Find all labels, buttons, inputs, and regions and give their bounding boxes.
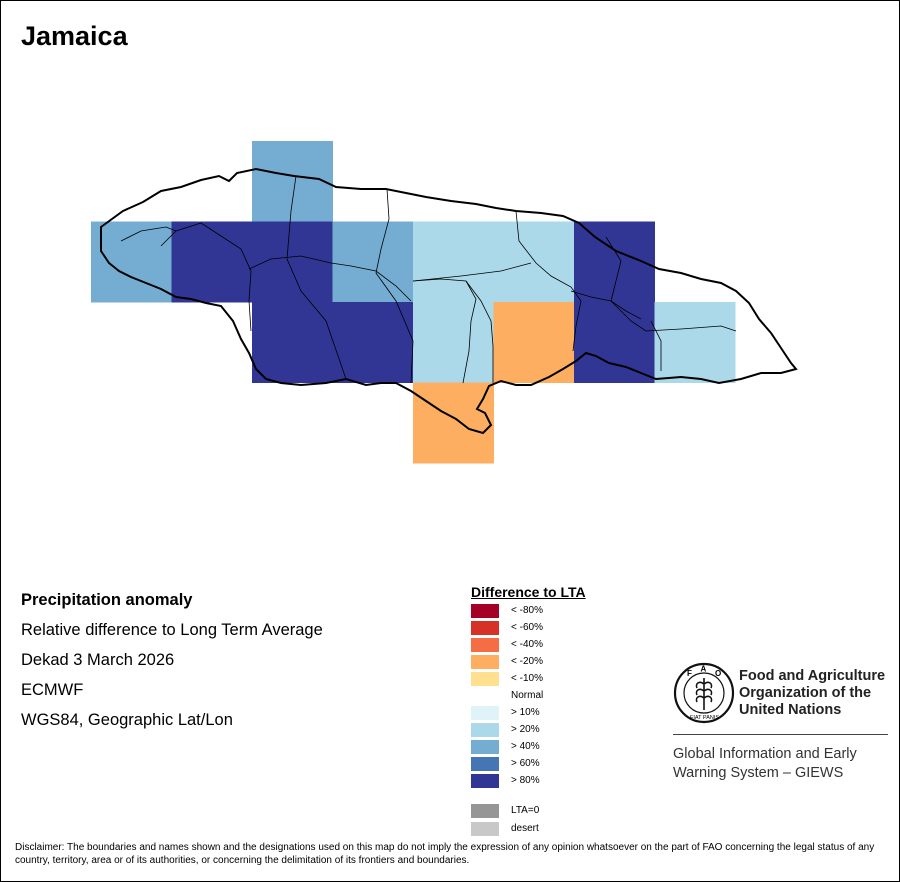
fao-logo-letter-f: F [687,669,692,678]
info-description: Relative difference to Long Term Average [21,621,323,639]
legend-swatch [471,706,499,720]
giews-name: Global Information and Early Warning Sys… [673,746,857,781]
legend-label: > 20% [511,724,540,735]
legend-swatch [471,655,499,669]
fao-branding: F A O FIAT PANIS Food and Agriculture Or… [673,662,888,781]
anomaly-cell [171,221,253,303]
anomaly-cell [574,302,655,383]
anomaly-cell [332,302,414,383]
legend-swatch [471,621,499,635]
fao-divider [673,734,888,735]
legend-label: < -20% [511,656,543,667]
anomaly-cell [252,141,333,222]
fao-logo-motto: FIAT PANIS [690,715,719,721]
anomaly-cell [252,302,333,383]
legend-swatch [471,689,499,703]
legend-label: > 80% [511,775,540,786]
legend-swatch [471,723,499,737]
legend-label: < -60% [511,622,543,633]
disclaimer: Disclaimer: The boundaries and names sho… [15,842,875,866]
legend-swatch [471,774,499,788]
anomaly-cell [413,302,494,383]
anomaly-cell [91,221,172,303]
legend: Difference to LTA < -80% < -60% < -40% < -2… [471,584,586,836]
legend-title: Difference to LTA [471,584,586,600]
jamaica-coastline [100,167,798,435]
map-info: Precipitation anomaly Relative differenc… [21,589,323,739]
anomaly-cell [332,221,414,303]
legend-label: < -40% [511,639,543,650]
anomaly-cell [654,302,736,383]
fao-logo-icon: F A O FIAT PANIS [673,662,735,724]
info-model: ECMWF [21,681,84,699]
legend-swatch [471,604,499,618]
fao-name: Food and Agriculture Organization of the… [739,668,886,718]
anomaly-cell [493,302,575,383]
fao-logo-letter-o: O [715,669,721,678]
legend-swatch [471,822,499,836]
legend-label: < -80% [511,605,543,616]
legend-swatch [471,638,499,652]
legend-label: > 40% [511,741,540,752]
legend-label: < -10% [511,673,543,684]
parish-boundaries [120,175,737,384]
legend-swatch [471,740,499,754]
legend-label: LTA=0 [511,805,540,816]
info-heading: Precipitation anomaly [21,591,193,609]
legend-swatch [471,672,499,686]
legend-label: > 60% [511,758,540,769]
anomaly-cell [413,221,494,303]
map-title: Jamaica [21,21,128,51]
legend-swatch [471,804,499,818]
legend-label: Normal [511,690,544,701]
anomaly-cell [252,221,333,303]
fao-logo-letter-a: A [701,665,707,674]
info-period: Dekad 3 March 2026 [21,651,175,669]
anomaly-grid [91,141,736,464]
legend-label: > 10% [511,707,540,718]
map-canvas [91,141,798,464]
info-projection: WGS84, Geographic Lat/Lon [21,711,233,729]
anomaly-cell [493,221,575,303]
legend-label: desert [511,823,539,834]
anomaly-cell [413,382,494,464]
legend-swatch [471,757,499,771]
